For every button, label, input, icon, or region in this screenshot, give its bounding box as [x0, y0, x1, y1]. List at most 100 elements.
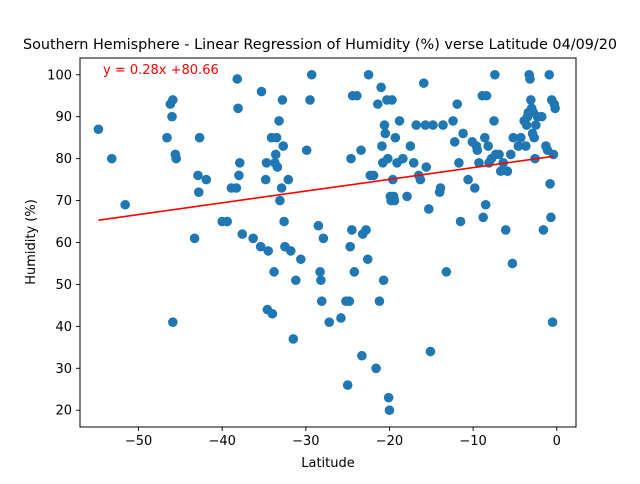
data-point: [383, 153, 393, 164]
data-point: [378, 275, 389, 286]
data-point: [313, 220, 324, 231]
data-point: [423, 204, 434, 214]
data-point: [380, 128, 391, 139]
y-tick-label: 20: [55, 404, 72, 419]
data-point: [376, 82, 386, 93]
data-points: [93, 69, 560, 416]
y-tick-label: 40: [55, 320, 72, 335]
data-point: [336, 313, 346, 323]
data-point: [545, 179, 555, 189]
data-point: [507, 258, 518, 269]
data-point: [513, 141, 524, 151]
data-point: [505, 149, 516, 160]
data-point: [296, 254, 306, 265]
data-point: [455, 216, 466, 227]
data-point: [285, 246, 296, 256]
data-point: [441, 267, 452, 277]
data-point: [390, 132, 401, 143]
data-point: [521, 141, 531, 151]
data-point: [415, 174, 426, 185]
data-point: [508, 132, 519, 143]
x-axis-label: Latitude: [301, 456, 355, 471]
data-point: [546, 212, 556, 223]
data-point: [277, 95, 288, 105]
data-point: [448, 116, 458, 126]
data-point: [452, 99, 463, 109]
data-point: [402, 191, 412, 202]
data-point: [480, 132, 490, 143]
data-point: [248, 233, 258, 244]
data-point: [544, 69, 555, 80]
y-tick-label: 70: [55, 194, 72, 209]
data-point: [279, 216, 289, 227]
data-point: [384, 405, 395, 416]
regression-line: [98, 155, 554, 222]
x-tick-label: −50: [125, 434, 152, 449]
data-point: [474, 158, 484, 168]
data-point: [233, 103, 243, 114]
data-point: [411, 120, 422, 130]
data-point: [383, 392, 394, 403]
data-point: [394, 116, 405, 126]
data-point: [371, 363, 381, 374]
data-point: [345, 241, 355, 252]
data-point: [342, 380, 353, 390]
data-point: [463, 174, 473, 185]
data-point: [120, 199, 130, 210]
data-point: [234, 158, 245, 168]
data-point: [288, 334, 299, 344]
data-point: [521, 120, 532, 130]
data-point: [529, 132, 539, 143]
data-point: [316, 296, 327, 307]
data-point: [256, 86, 267, 97]
data-point: [274, 116, 284, 126]
data-point: [362, 254, 373, 265]
data-point: [193, 187, 204, 197]
data-point: [352, 90, 362, 101]
data-point: [494, 149, 504, 160]
data-point: [291, 275, 301, 286]
data-point: [363, 69, 374, 80]
x-tick-label: 0: [553, 434, 561, 449]
data-point: [272, 162, 283, 172]
data-point: [550, 103, 560, 114]
data-point: [278, 141, 289, 151]
data-point: [525, 74, 535, 84]
data-point: [454, 158, 464, 168]
data-point: [458, 128, 468, 139]
data-point: [201, 174, 212, 185]
data-point: [379, 120, 390, 130]
data-point: [361, 225, 371, 235]
data-point: [356, 145, 366, 156]
data-point: [357, 350, 367, 361]
data-point: [232, 74, 243, 84]
data-point: [346, 153, 356, 164]
data-point: [316, 275, 326, 286]
data-point: [449, 137, 460, 147]
data-point: [162, 132, 172, 143]
data-point: [271, 132, 282, 143]
data-point: [368, 170, 379, 181]
y-tick-label: 80: [55, 152, 72, 167]
data-point: [263, 246, 274, 256]
data-point: [425, 346, 436, 357]
x-axis-ticks: −50 −40 −30 −20 −10 0: [125, 427, 561, 449]
regression-equation: y = 0.28x +80.66: [103, 63, 219, 78]
data-point: [472, 145, 483, 156]
data-point: [389, 195, 400, 206]
data-point: [106, 153, 117, 164]
data-point: [469, 183, 480, 193]
data-point: [305, 95, 315, 105]
data-point: [231, 183, 242, 193]
data-point: [171, 153, 181, 164]
data-point: [283, 174, 294, 185]
data-point: [270, 149, 281, 160]
data-point: [255, 241, 266, 252]
y-axis-ticks: 20 30 40 50 60 70 80 90 100: [47, 68, 80, 419]
data-point: [502, 166, 513, 177]
data-point: [301, 145, 312, 156]
data-point: [261, 158, 272, 168]
data-point: [315, 267, 325, 277]
